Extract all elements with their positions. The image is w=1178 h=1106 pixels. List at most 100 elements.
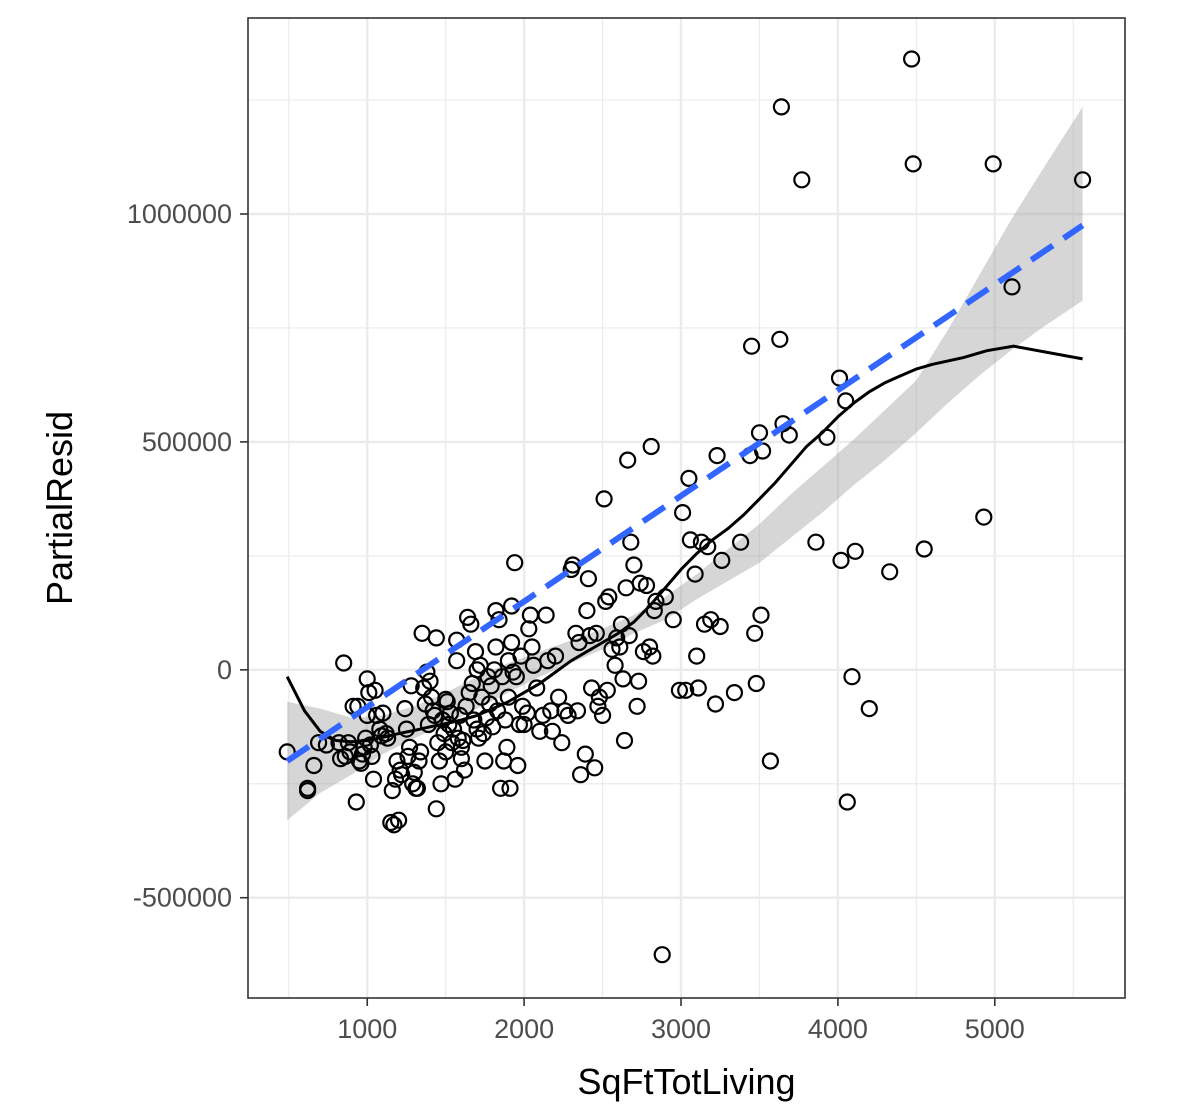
- data-point: [366, 681, 384, 699]
- data-point: [390, 811, 408, 829]
- data-point: [503, 633, 521, 652]
- data-point: [578, 601, 596, 620]
- data-point: [742, 337, 761, 355]
- data-point: [507, 668, 525, 686]
- data-point: [404, 775, 422, 793]
- data-point: [498, 738, 516, 756]
- data-point: [452, 750, 470, 768]
- x-axis-title: SqFtTotLiving: [577, 1061, 795, 1102]
- data-point: [664, 611, 682, 629]
- y-tick-label: 0: [217, 655, 232, 685]
- data-point: [747, 674, 765, 693]
- data-point: [383, 781, 401, 800]
- data-point: [838, 793, 856, 811]
- data-point: [620, 626, 638, 645]
- data-point: [364, 770, 383, 788]
- y-axis: -500000 0 500000 1000000: [127, 199, 248, 913]
- data-point: [396, 699, 414, 718]
- data-point: [305, 756, 323, 775]
- data-point: [556, 702, 574, 720]
- data-point: [644, 647, 662, 665]
- data-point: [559, 706, 577, 725]
- data-point: [441, 704, 459, 722]
- data-point: [412, 743, 430, 761]
- data-point: [299, 781, 317, 800]
- data-point: [1073, 171, 1092, 189]
- grid-lines: [248, 18, 1125, 998]
- data-point: [361, 736, 379, 754]
- data-point: [598, 681, 616, 699]
- data-point: [713, 551, 731, 570]
- data-point: [711, 617, 729, 636]
- data-point: [347, 793, 365, 811]
- panel-border: [247, 17, 1126, 999]
- data-point: [571, 766, 590, 784]
- data-point: [637, 576, 656, 595]
- data-point: [470, 729, 488, 747]
- data-point: [780, 426, 798, 444]
- data-point: [725, 683, 744, 702]
- y-tick-label: 1000000: [127, 199, 232, 229]
- y-axis-title: PartialResid: [39, 411, 80, 605]
- data-point: [846, 542, 864, 560]
- data-point: [512, 647, 530, 665]
- data-point: [597, 592, 615, 611]
- data-point: [807, 533, 825, 551]
- data-point: [438, 693, 456, 711]
- data-point: [881, 563, 899, 581]
- data-point: [619, 451, 637, 469]
- data-point: [902, 50, 921, 68]
- data-point: [625, 556, 643, 574]
- data-point: [1003, 278, 1021, 296]
- data-point: [506, 554, 524, 572]
- data-point: [363, 747, 381, 766]
- data-point: [647, 592, 665, 611]
- data-point: [731, 533, 750, 551]
- data-point: [593, 706, 612, 725]
- data-point: [640, 638, 659, 656]
- data-point: [358, 670, 376, 688]
- data-point: [455, 761, 474, 779]
- data-point: [595, 490, 613, 508]
- data-point: [904, 155, 922, 173]
- plot-panel: [248, 18, 1125, 998]
- x-tick-label: 5000: [965, 1014, 1025, 1044]
- data-point: [382, 813, 400, 832]
- x-axis: 1000 2000 3000 4000 5000: [337, 998, 1025, 1044]
- data-point: [546, 647, 565, 665]
- data-point: [587, 624, 605, 642]
- data-point: [520, 620, 538, 638]
- data-point: [603, 640, 621, 658]
- data-point: [772, 98, 791, 116]
- data-point: [568, 702, 587, 720]
- data-point: [615, 731, 634, 750]
- data-point: [688, 647, 706, 665]
- data-point: [510, 715, 529, 734]
- data-point: [629, 672, 648, 690]
- data-point: [699, 538, 717, 556]
- data-point: [487, 638, 505, 656]
- data-point: [677, 681, 695, 699]
- data-point: [401, 738, 419, 756]
- data-point: [628, 697, 646, 715]
- data-point: [761, 752, 780, 770]
- data-point: [501, 779, 519, 797]
- data-point: [427, 629, 445, 647]
- data-point: [680, 469, 698, 487]
- x-tick-label: 4000: [808, 1014, 868, 1044]
- data-point: [410, 752, 428, 770]
- data-point: [549, 688, 568, 706]
- data-points: [278, 50, 1092, 964]
- data-point: [476, 752, 494, 770]
- data-point: [670, 681, 689, 699]
- data-point: [589, 697, 607, 715]
- loess-line: [285, 344, 1083, 744]
- data-point: [448, 652, 466, 670]
- data-point: [686, 565, 704, 583]
- data-point: [537, 606, 555, 624]
- data-point: [746, 624, 764, 642]
- data-point: [843, 668, 861, 686]
- data-point: [708, 447, 726, 465]
- y-tick-label: -500000: [133, 883, 232, 913]
